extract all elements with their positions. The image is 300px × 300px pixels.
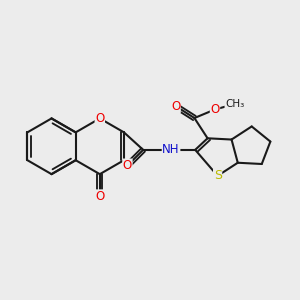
Text: O: O <box>95 190 104 203</box>
Text: S: S <box>214 169 222 182</box>
Text: O: O <box>95 112 104 125</box>
Text: O: O <box>171 100 180 112</box>
Text: CH₃: CH₃ <box>225 99 244 109</box>
Text: O: O <box>210 103 220 116</box>
Text: NH: NH <box>162 143 180 156</box>
Text: O: O <box>123 159 132 172</box>
